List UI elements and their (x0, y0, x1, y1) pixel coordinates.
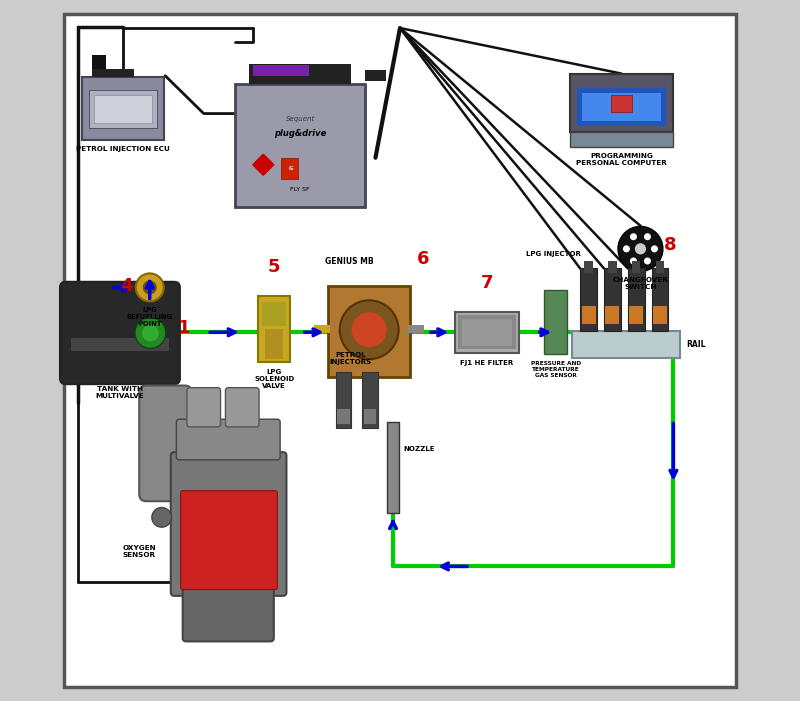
Bar (314, 325, 330, 334)
Bar (92, 55, 106, 69)
FancyBboxPatch shape (139, 386, 192, 501)
Bar (652, 268, 669, 331)
Bar (92, 69, 134, 77)
Text: PRESSURE AND
TEMPERATURE
GAS SENSOR: PRESSURE AND TEMPERATURE GAS SENSOR (530, 361, 581, 378)
Bar (329, 286, 410, 377)
Text: PETROL
INJECTORS: PETROL INJECTORS (330, 351, 372, 365)
Circle shape (352, 312, 386, 347)
Bar (462, 319, 512, 346)
Bar (656, 261, 664, 273)
Bar (386, 422, 399, 513)
Text: PROGRAMMING
PERSONAL COMPUTER: PROGRAMMING PERSONAL COMPUTER (576, 153, 667, 166)
Text: LPG
REFUELLING
POINT: LPG REFUELLING POINT (126, 307, 173, 327)
Bar (582, 93, 661, 121)
Bar (608, 261, 617, 273)
Text: LPG INJECTOR: LPG INJECTOR (526, 251, 581, 257)
Bar (89, 90, 158, 128)
Text: 4: 4 (120, 277, 132, 295)
Circle shape (152, 508, 171, 527)
Circle shape (142, 280, 157, 294)
Circle shape (651, 245, 658, 252)
Text: 6: 6 (417, 250, 430, 268)
Bar (570, 74, 674, 132)
Circle shape (630, 257, 637, 264)
Bar (82, 77, 165, 140)
Text: OXYGEN
SENSOR: OXYGEN SENSOR (122, 545, 156, 559)
Bar (630, 306, 643, 324)
Bar (253, 65, 309, 76)
Bar (250, 64, 351, 84)
Bar (71, 338, 169, 351)
Circle shape (135, 318, 166, 348)
Bar (409, 325, 424, 334)
Bar (611, 95, 632, 112)
Circle shape (644, 233, 651, 240)
Circle shape (136, 273, 164, 301)
Bar (458, 315, 516, 349)
Text: Sequent: Sequent (286, 116, 314, 121)
Text: 8: 8 (664, 236, 677, 254)
Circle shape (618, 226, 663, 271)
Text: 5: 5 (268, 258, 281, 276)
Bar (262, 303, 286, 326)
Bar (577, 88, 666, 126)
Bar (580, 268, 597, 331)
Text: 7: 7 (481, 274, 493, 292)
Text: CHANGEOVER
SWITCH: CHANGEOVER SWITCH (613, 277, 668, 290)
Circle shape (635, 243, 646, 254)
Bar (572, 331, 680, 358)
Bar (258, 296, 290, 362)
Text: FJ1 HE FILTER: FJ1 HE FILTER (460, 360, 514, 366)
Bar (570, 132, 674, 147)
Text: TANK WITH
MULTIVALVE: TANK WITH MULTIVALVE (96, 386, 144, 399)
FancyBboxPatch shape (181, 491, 278, 590)
Circle shape (142, 325, 158, 341)
Text: plug&drive: plug&drive (274, 129, 326, 137)
Text: GENIUS MB: GENIUS MB (325, 257, 373, 266)
Bar (628, 268, 645, 331)
Text: G: G (289, 165, 294, 171)
Bar (337, 409, 350, 424)
Bar (606, 306, 619, 324)
Text: RAIL: RAIL (686, 340, 706, 348)
Bar (584, 261, 593, 273)
Polygon shape (253, 154, 274, 175)
FancyBboxPatch shape (182, 587, 274, 641)
Bar (545, 290, 567, 354)
Bar (335, 372, 351, 428)
Bar (582, 306, 595, 324)
Circle shape (340, 300, 398, 359)
FancyBboxPatch shape (60, 282, 180, 384)
Text: FLY SF: FLY SF (290, 186, 310, 192)
Bar (235, 84, 365, 207)
FancyBboxPatch shape (170, 452, 286, 596)
Bar (362, 372, 378, 428)
Bar (632, 261, 641, 273)
Bar (94, 95, 152, 123)
Bar (363, 409, 376, 424)
Bar (604, 268, 621, 331)
FancyBboxPatch shape (226, 388, 259, 427)
Bar (365, 70, 386, 81)
Text: LPG
SOLENOID
VALVE: LPG SOLENOID VALVE (254, 369, 294, 390)
FancyBboxPatch shape (187, 388, 221, 427)
Circle shape (644, 257, 651, 264)
Bar (266, 329, 283, 359)
Bar (281, 158, 298, 179)
Text: NOZZLE: NOZZLE (403, 446, 435, 451)
Circle shape (623, 245, 630, 252)
Circle shape (630, 233, 637, 240)
Bar (454, 312, 519, 353)
Text: 1: 1 (178, 320, 190, 337)
Text: PETROL INJECTION ECU: PETROL INJECTION ECU (76, 146, 170, 152)
Bar (653, 306, 667, 324)
FancyBboxPatch shape (176, 419, 280, 460)
